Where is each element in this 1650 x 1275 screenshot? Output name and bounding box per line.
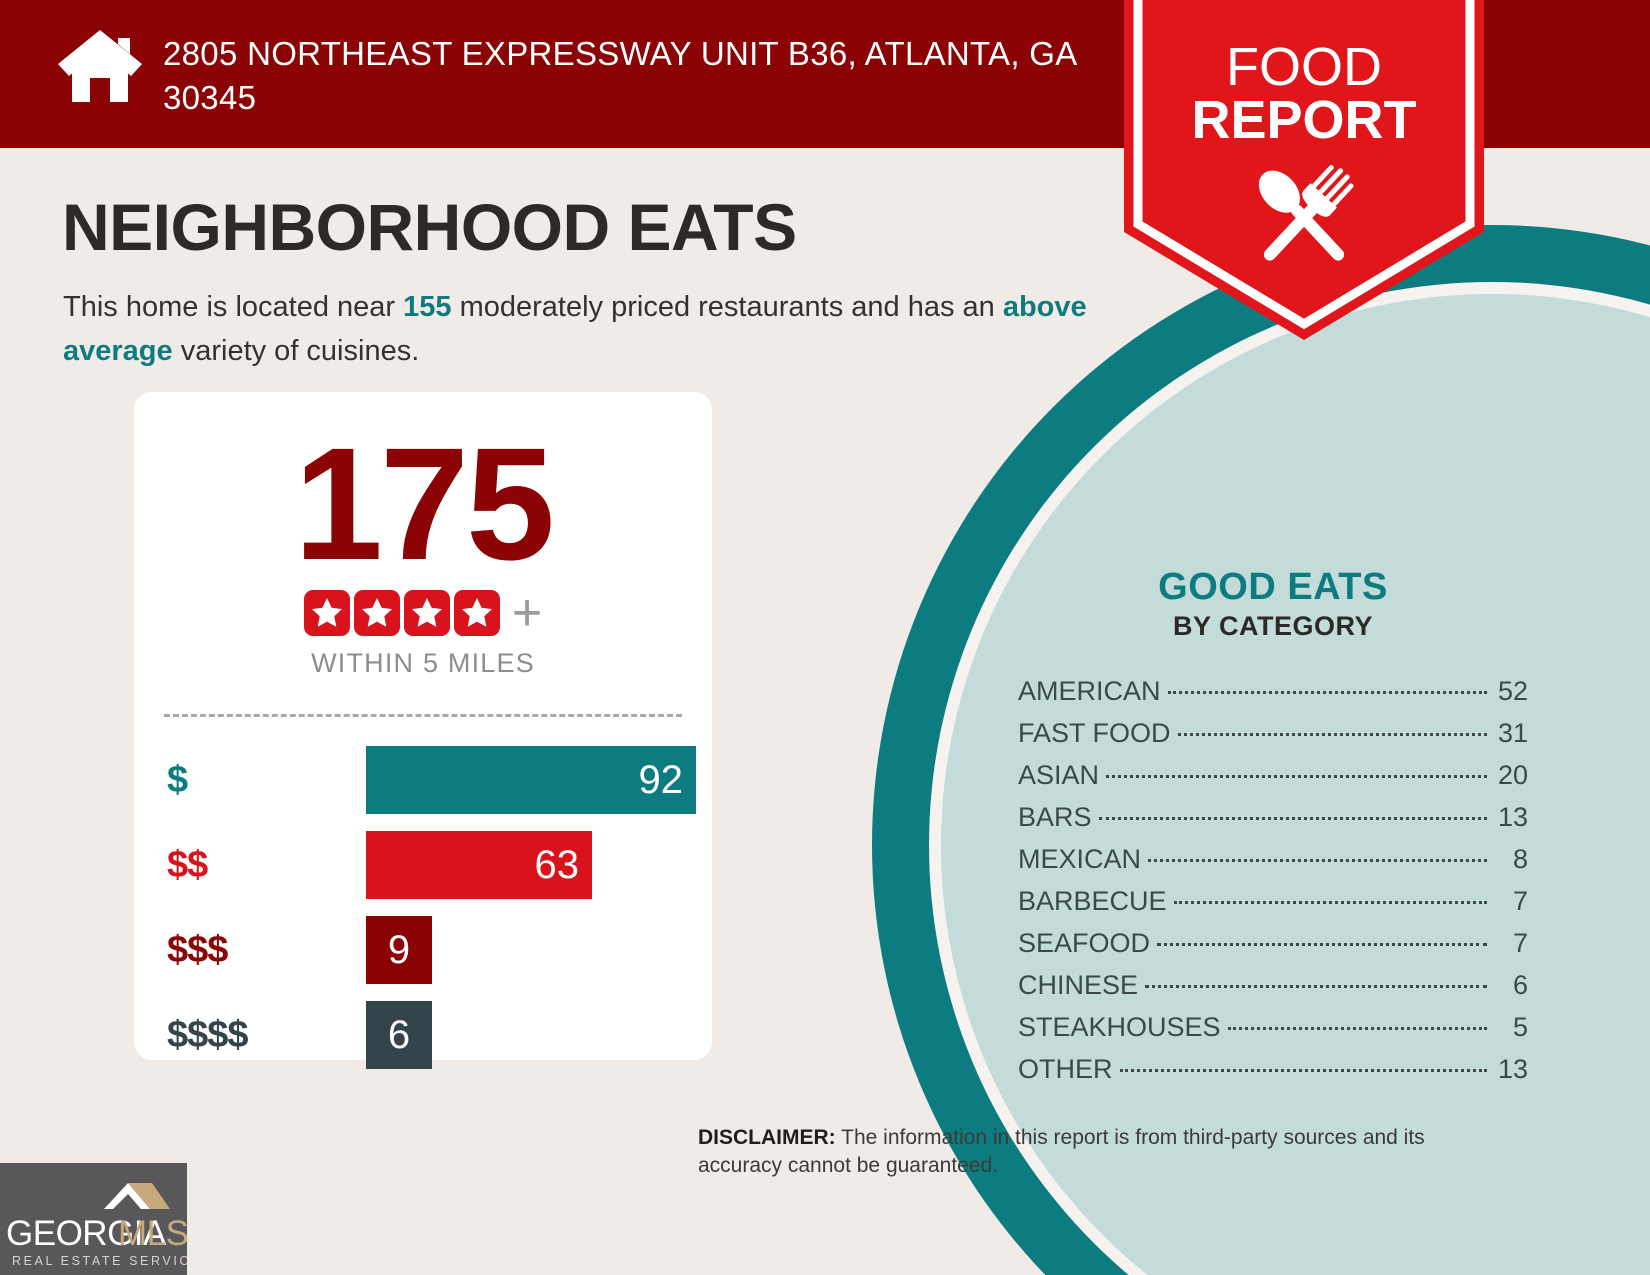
good-eats-count: 6	[1512, 969, 1528, 1000]
logo-graphic: GEORGIA MLS REAL ESTATE SERVICES	[6, 1183, 187, 1268]
good-eats-row: BARS 13	[1018, 802, 1528, 844]
subtitle-count: 155	[403, 291, 452, 323]
good-eats-row: BARBECUE 7	[1018, 886, 1528, 928]
bar-label: $$	[167, 843, 208, 886]
good-eats-count: 8	[1512, 843, 1528, 874]
banner-line2: REPORT	[1191, 90, 1416, 150]
bar-row: $$ 63	[134, 831, 712, 899]
bar-label: $$$	[167, 928, 228, 971]
restaurant-count: 175	[294, 414, 555, 593]
good-eats-category: SEAFOOD	[1018, 927, 1151, 958]
home-icon	[58, 30, 142, 102]
logo-name-2: MLS	[118, 1214, 187, 1253]
good-eats-count: 5	[1512, 1011, 1528, 1042]
bar-label: $$$$	[167, 1013, 249, 1056]
property-address: 2805 NORTHEAST EXPRESSWAY UNIT B36, ATLA…	[163, 35, 1076, 116]
good-eats-row: CHINESE 6	[1018, 970, 1528, 1012]
bar-row: $ 92	[134, 746, 712, 814]
good-eats-panel: GOOD EATS BY CATEGORY AMERICAN 52 FAST FOO…	[1018, 566, 1528, 1096]
good-eats-count: 31	[1497, 717, 1528, 748]
good-eats-title: GOOD EATS	[1158, 566, 1388, 608]
bar-label: $	[167, 758, 188, 801]
price-tier-chart: $ 92 $$ 63 $$$ 9 $$$$ 6	[134, 746, 712, 1086]
good-eats-category: BARBECUE	[1018, 885, 1167, 916]
food-report-banner: FOOD REPORT	[1124, 0, 1484, 340]
leader-dots	[1119, 1068, 1487, 1072]
leader-dots	[1167, 690, 1487, 694]
good-eats-category: ASIAN	[1018, 759, 1100, 790]
bar-track: 92	[366, 746, 696, 814]
subtitle-text-2: moderately priced restaurants and has an	[451, 291, 1003, 323]
logo-tagline: REAL ESTATE SERVICES	[12, 1254, 187, 1268]
spoon-fork-icon	[1258, 165, 1354, 261]
good-eats-count: 13	[1497, 801, 1528, 832]
good-eats-count: 7	[1512, 885, 1528, 916]
restaurant-stats-card: 175 + WITHIN 5 MILES $ 92 $$ 63	[134, 392, 712, 1069]
disclaimer-text: The information in this report is from t…	[698, 1126, 1425, 1178]
good-eats-row: OTHER 13	[1018, 1054, 1528, 1096]
good-eats-count: 20	[1497, 759, 1528, 790]
subtitle-variety: above average	[63, 291, 1087, 367]
card-divider	[164, 714, 682, 717]
good-eats-count: 7	[1512, 927, 1528, 958]
leader-dots	[1227, 1026, 1487, 1030]
good-eats-category: FAST FOOD	[1018, 717, 1171, 748]
good-eats-row: ASIAN 20	[1018, 760, 1528, 802]
subtitle-text-1: This home is located near	[63, 291, 404, 323]
subtitle-text-3: variety of cuisines.	[172, 334, 420, 367]
star-icon	[303, 590, 350, 636]
georgia-mls-logo: GEORGIA MLS REAL ESTATE SERVICES	[0, 1163, 187, 1275]
banner-line1: FOOD	[1226, 37, 1382, 97]
page-title: NEIGHBORHOOD EATS	[62, 190, 797, 264]
disclaimer: DISCLAIMER: The information in this repo…	[698, 1124, 1508, 1181]
leader-dots	[1148, 858, 1487, 862]
leader-dots	[1177, 732, 1487, 736]
logo-name-1: GEORGIA	[6, 1214, 167, 1253]
good-eats-category: MEXICAN	[1018, 843, 1142, 874]
good-eats-count: 13	[1497, 1053, 1528, 1084]
disclaimer-label: DISCLAIMER:	[698, 1126, 836, 1149]
bar-value: 6	[366, 1001, 432, 1069]
good-eats-category: AMERICAN	[1018, 675, 1161, 706]
leader-dots	[1145, 984, 1487, 988]
star-plus: +	[511, 584, 543, 642]
bar-track: 6	[366, 1001, 696, 1069]
good-eats-row: AMERICAN 52	[1018, 676, 1528, 718]
good-eats-subtitle: BY CATEGORY	[1172, 610, 1374, 641]
good-eats-list: AMERICAN 52 FAST FOOD 31 ASIAN 20 BARS 13 MEXICA…	[1018, 676, 1528, 1096]
good-eats-row: SEAFOOD 7	[1018, 928, 1528, 970]
star-icon	[403, 590, 450, 636]
radius-label: WITHIN 5 MILES	[311, 648, 535, 678]
good-eats-row: STEAKHOUSES 5	[1018, 1012, 1528, 1054]
good-eats-row: FAST FOOD 31	[1018, 718, 1528, 760]
bar-value: 92	[366, 746, 696, 814]
good-eats-category: CHINESE	[1018, 969, 1139, 1000]
good-eats-category: BARS	[1018, 801, 1092, 832]
header-bar: 2805 NORTHEAST EXPRESSWAY UNIT B36, ATLA…	[0, 0, 1650, 148]
bar-value: 9	[366, 916, 432, 984]
star-icon	[353, 590, 400, 636]
star-rating: +	[134, 584, 712, 642]
leader-dots	[1157, 942, 1487, 946]
good-eats-count: 52	[1497, 675, 1528, 706]
star-icon	[453, 590, 500, 636]
bar-value: 63	[366, 831, 592, 899]
leader-dots	[1106, 774, 1487, 778]
page-subtitle: This home is located near 155 moderately…	[63, 286, 1093, 373]
bar-track: 9	[366, 916, 696, 984]
good-eats-row: MEXICAN 8	[1018, 844, 1528, 886]
leader-dots	[1098, 816, 1487, 820]
bar-track: 63	[366, 831, 696, 899]
good-eats-category: STEAKHOUSES	[1018, 1011, 1221, 1042]
bar-row: $$$$ 6	[134, 1001, 712, 1069]
good-eats-category: OTHER	[1018, 1053, 1113, 1084]
leader-dots	[1173, 900, 1487, 904]
bar-row: $$$ 9	[134, 916, 712, 984]
